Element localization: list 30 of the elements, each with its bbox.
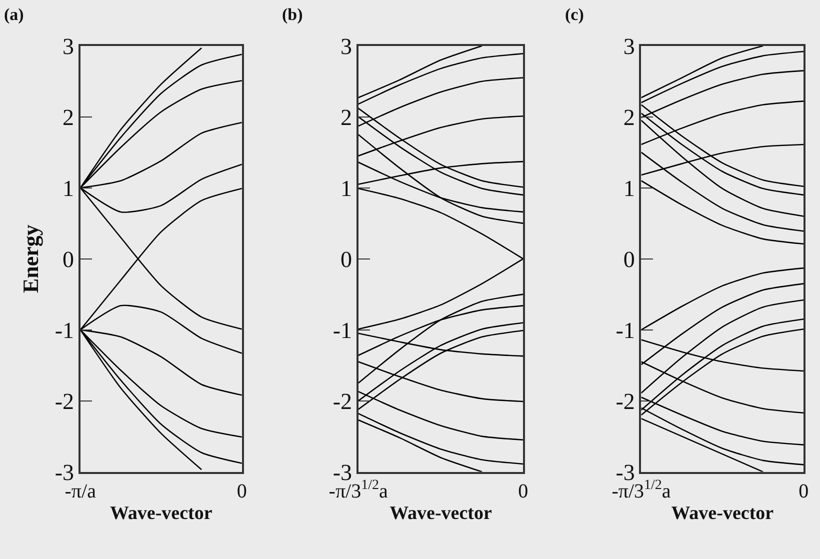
y-tick-label: -2 — [54, 388, 74, 414]
y-tick-label: 0 — [340, 246, 352, 272]
y-tick-label: -1 — [332, 318, 352, 343]
chart-title: (c) — [565, 5, 584, 24]
x-tick-label: 0 — [518, 480, 528, 503]
y-axis-title: Energy — [18, 224, 44, 294]
x-tick-label: 0 — [798, 480, 809, 503]
y-tick-label: 0 — [62, 246, 74, 272]
y-tick-label: -3 — [332, 460, 352, 485]
y-tick-label: 2 — [62, 104, 74, 130]
y-tick-label: 3 — [623, 34, 635, 59]
x-axis-title: Wave-vector — [110, 502, 213, 524]
y-tick-label: -1 — [616, 318, 635, 343]
y-tick-label: -2 — [616, 388, 635, 414]
y-tick-label: -3 — [616, 460, 635, 485]
chart-title: (a) — [4, 5, 24, 24]
x-axis-title: Wave-vector — [671, 502, 774, 524]
y-tick-label: 1 — [62, 176, 74, 201]
x-tick-label: 0 — [236, 480, 247, 503]
chart-title: (b) — [282, 5, 303, 24]
y-tick-label: -1 — [54, 318, 74, 343]
y-tick-label: 2 — [340, 104, 352, 130]
y-tick-label: 2 — [623, 104, 635, 130]
y-tick-label: 3 — [62, 34, 74, 59]
y-tick-label: 1 — [623, 176, 635, 201]
y-tick-label: 0 — [623, 246, 635, 272]
x-axis-title: Wave-vector — [390, 502, 492, 524]
y-tick-label: 1 — [340, 176, 352, 201]
y-tick-label: -2 — [332, 388, 352, 414]
y-tick-label: 3 — [340, 34, 352, 59]
